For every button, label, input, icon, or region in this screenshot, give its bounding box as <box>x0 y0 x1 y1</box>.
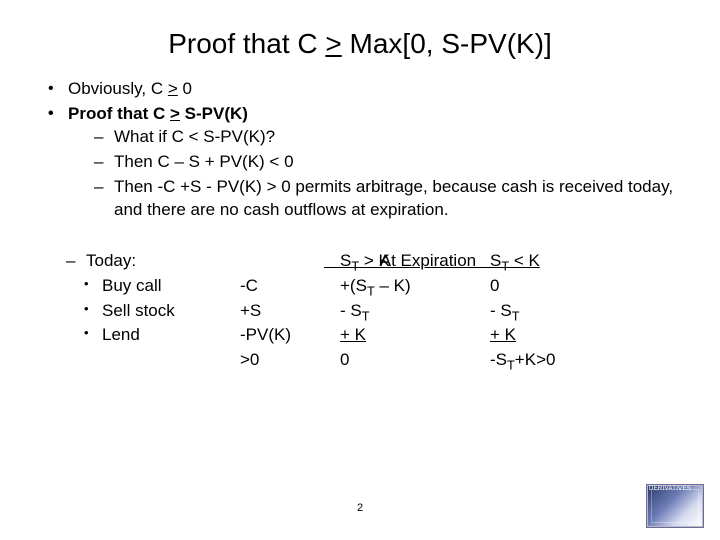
e2-3-post: +K>0 <box>515 350 556 369</box>
today-0: -C <box>240 275 340 298</box>
e2-3-pre: -S <box>490 350 507 369</box>
bullet-1: Obviously, C > 0 <box>40 78 690 101</box>
exp-row-1: Sell stock +S - ST - ST <box>40 300 690 325</box>
b2-pre: Proof that C <box>68 104 170 123</box>
title-pre: Proof that C <box>168 28 325 59</box>
e1-0-post: – K) <box>375 276 411 295</box>
slide-title: Proof that C > Max[0, S-PV(K)] <box>0 0 720 78</box>
today-2: -PV(K) <box>240 324 340 347</box>
e1-1-sub: T <box>362 308 370 323</box>
e2-1-sub: T <box>512 308 520 323</box>
slide-body: Obviously, C > 0 Proof that C > S-PV(K) … <box>0 78 720 374</box>
e1-1: - ST <box>340 300 490 325</box>
title-geq: > <box>325 28 341 59</box>
e2-2: + K <box>490 324 640 347</box>
corner-label: DERIVATIVES <box>649 486 691 492</box>
today-3: >0 <box>240 349 340 372</box>
action-1: Sell stock <box>40 300 240 323</box>
exp-row-3: >0 0 -ST+K>0 <box>40 349 690 374</box>
e2-1-pre: - S <box>490 301 512 320</box>
e2-2-txt: + K <box>490 325 516 344</box>
action-0: Buy call <box>40 275 240 298</box>
e2-1: - ST <box>490 300 640 325</box>
corner-thumbnail: DERIVATIVES <box>646 484 704 528</box>
b2-sym: > <box>170 104 180 123</box>
e1-2: + K <box>340 324 490 347</box>
b1-pre: Obviously, C <box>68 79 168 98</box>
exp-row-2: Lend -PV(K) + K + K <box>40 324 690 349</box>
e2-3: -ST+K>0 <box>490 349 640 374</box>
expiration-header: At Expiration <box>324 250 528 273</box>
today-1: +S <box>240 300 340 323</box>
page-number: 2 <box>0 502 720 514</box>
e1-2-txt: + K <box>340 325 366 344</box>
bullet-2: Proof that C > S-PV(K) What if C < S-PV(… <box>40 103 690 222</box>
title-post: Max[0, S-PV(K)] <box>342 28 552 59</box>
today-label: Today: <box>40 250 240 273</box>
expiration-table: At Expiration Today: ST > K ST < K <box>40 250 690 374</box>
bullet-list: Obviously, C > 0 Proof that C > S-PV(K) … <box>40 78 690 222</box>
sub-1: What if C < S-PV(K)? <box>68 126 690 149</box>
e2-3-sub: T <box>507 358 515 373</box>
e1-0: +(ST – K) <box>340 275 490 300</box>
e1-0-pre: +(S <box>340 276 367 295</box>
b2-post: S-PV(K) <box>180 104 248 123</box>
exp-row-0: Buy call -C +(ST – K) 0 <box>40 275 690 300</box>
e1-1-pre: - S <box>340 301 362 320</box>
e1-0-sub: T <box>367 283 375 298</box>
b1-post: 0 <box>178 79 192 98</box>
sub-2: Then C – S + PV(K) < 0 <box>68 151 690 174</box>
sub-3: Then -C +S - PV(K) > 0 permits arbitrage… <box>68 176 690 222</box>
slide: Proof that C > Max[0, S-PV(K)] Obviously… <box>0 0 720 540</box>
e1-3: 0 <box>340 349 490 372</box>
e2-0: 0 <box>490 275 640 298</box>
action-2: Lend <box>40 324 240 347</box>
b1-sym: > <box>168 79 178 98</box>
